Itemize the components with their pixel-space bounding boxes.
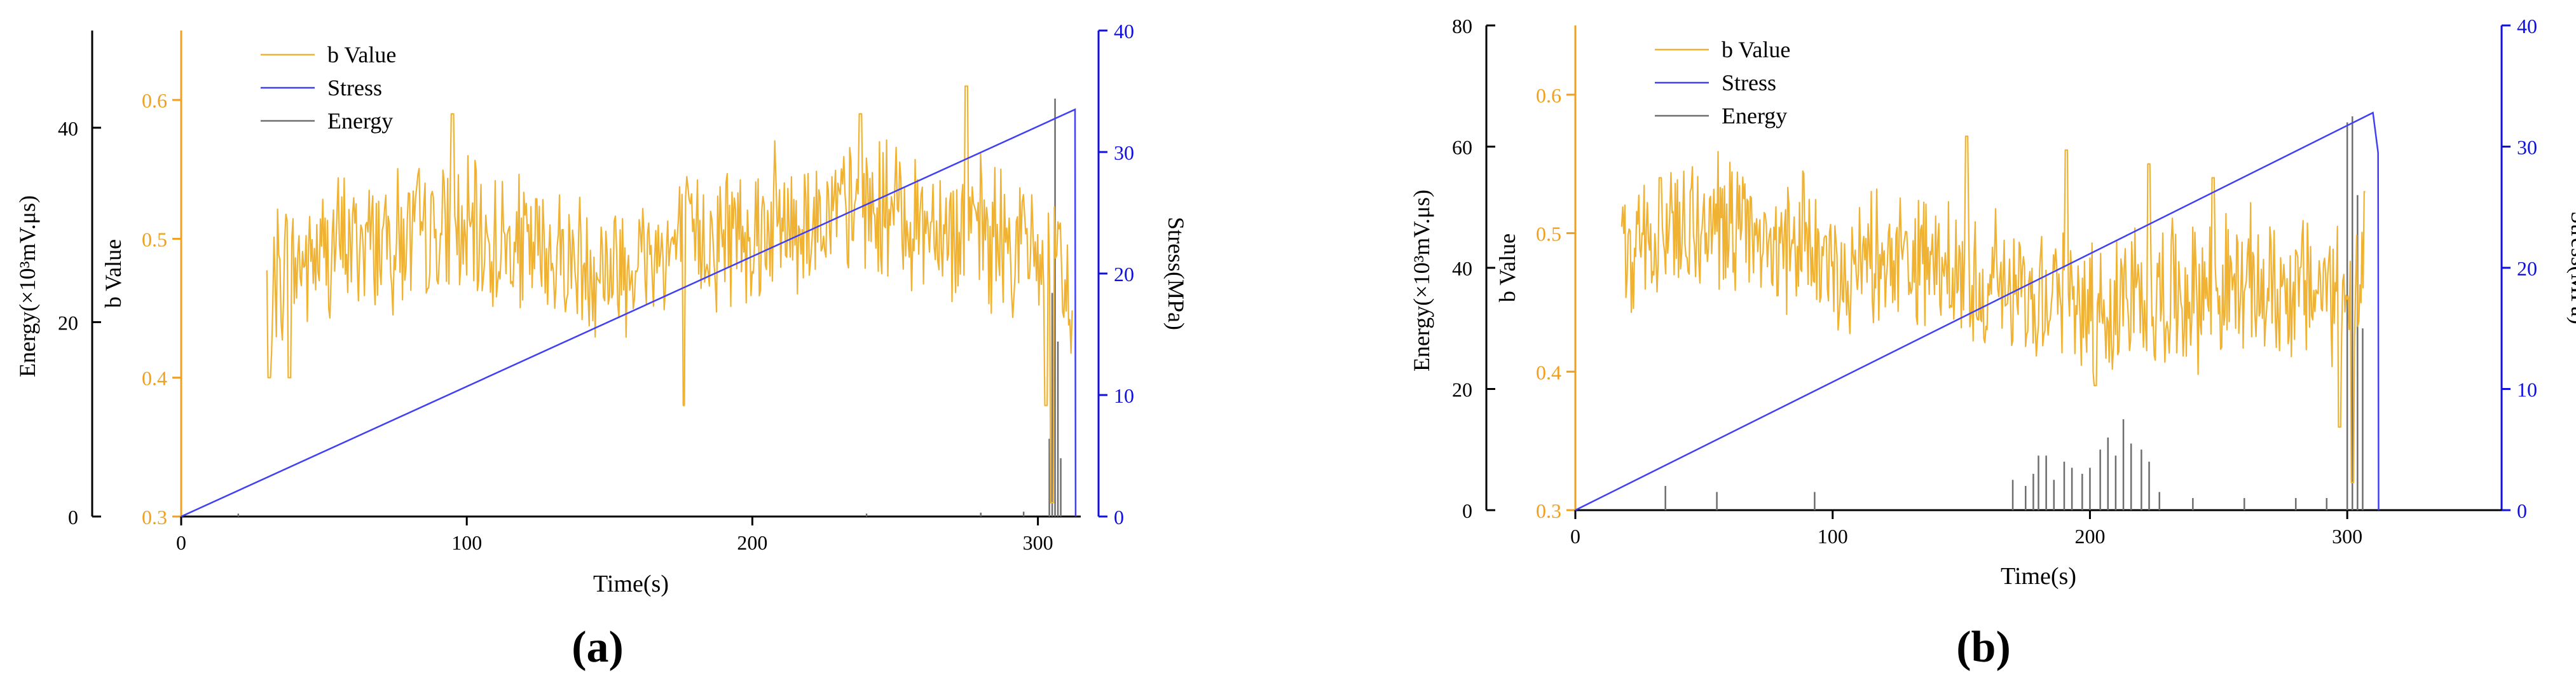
legend-b-value-label: b Value	[1722, 37, 1790, 62]
energy-tick-label: 60	[1452, 136, 1472, 159]
energy-axis-title: Energy(×10³mV.μs)	[15, 195, 40, 377]
b-value-tick-label: 0.4	[1536, 361, 1561, 384]
energy-tick-label: 40	[58, 117, 78, 140]
energy-tick-label: 20	[58, 311, 78, 334]
x-tick-label: 100	[1818, 525, 1848, 548]
x-tick-label: 100	[451, 531, 482, 554]
energy-axis-title: Energy(×10³mV.μs)	[1409, 190, 1434, 371]
stress-tick-label: 0	[2517, 499, 2527, 522]
energy-tick-label: 0	[68, 506, 78, 529]
stress-tick-label: 10	[2517, 378, 2537, 401]
b-value-tick-label: 0.6	[142, 89, 167, 112]
x-tick-label: 0	[1570, 525, 1580, 548]
b-value-tick-label: 0.3	[1536, 499, 1561, 522]
panel-label: (a)	[572, 623, 624, 672]
x-tick-label: 200	[2074, 525, 2105, 548]
energy-tick-label: 40	[1452, 257, 1472, 280]
b-value-tick-label: 0.6	[1536, 84, 1561, 107]
energy-tick-label: 80	[1452, 15, 1472, 38]
b-value-tick-label: 0.5	[142, 228, 167, 251]
legend-stress-label: Stress	[1722, 70, 1776, 95]
stress-tick-label: 30	[2517, 136, 2537, 159]
b-value-line	[266, 85, 1073, 504]
legend-energy-label: Energy	[1722, 103, 1787, 128]
stress-line	[1575, 111, 2380, 511]
x-tick-label: 0	[176, 531, 186, 554]
panel-label: (b)	[1956, 623, 2011, 672]
x-tick-label: 200	[737, 531, 767, 554]
b-value-tick-label: 0.5	[1536, 223, 1561, 246]
b-value-tick-label: 0.4	[142, 367, 167, 390]
b-value-tick-label: 0.3	[142, 506, 167, 529]
stress-tick-label: 30	[1114, 141, 1134, 164]
stress-tick-label: 20	[1114, 263, 1134, 286]
x-tick-label: 300	[2332, 525, 2362, 548]
stress-tick-label: 40	[2517, 15, 2537, 38]
b-value-line	[1620, 135, 2366, 483]
legend-stress-label: Stress	[327, 75, 382, 101]
panel-b: 0 20 40 60 80 Energy(×10³mV.μs) 0.3 0.4 0.5 0.6 b …	[1409, 15, 2576, 672]
stress-axis-title: Stress(MPa)	[2566, 211, 2576, 324]
stress-tick-label: 20	[2517, 257, 2537, 280]
stress-axis-title: Stress(MPa)	[1163, 217, 1189, 330]
b-value-axis-title: b Value	[100, 239, 126, 308]
energy-tick-label: 0	[1462, 499, 1472, 522]
stress-tick-label: 40	[1114, 20, 1134, 43]
x-axis-title: Time(s)	[593, 571, 669, 597]
x-axis-title: Time(s)	[2001, 563, 2076, 590]
panel-a: 0 20 40 Energy(×10³mV.μs) 0.3 0.4 0.5 0.6 b Valu…	[15, 20, 1189, 672]
legend-energy-label: Energy	[327, 108, 393, 134]
energy-tick-label: 20	[1452, 378, 1472, 401]
b-value-axis-title: b Value	[1495, 233, 1520, 302]
stress-line	[181, 108, 1077, 518]
x-tick-label: 300	[1023, 531, 1053, 554]
legend-b-value-label: b Value	[327, 42, 396, 67]
stress-tick-label: 10	[1114, 384, 1134, 407]
stress-tick-label: 0	[1114, 506, 1124, 529]
